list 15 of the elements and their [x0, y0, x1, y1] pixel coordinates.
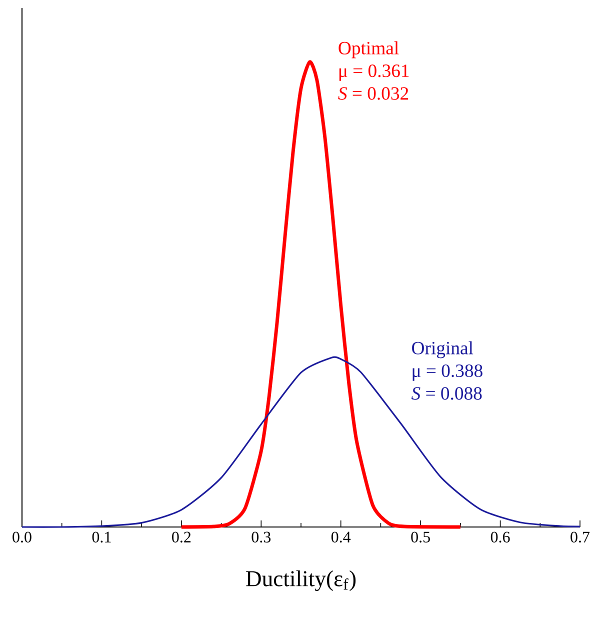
text: Original	[412, 341, 474, 358]
annotation: μ = 0.388	[412, 364, 482, 381]
x-tick-label: 0.7	[570, 532, 590, 543]
annotation: S = 0.032	[338, 87, 408, 100]
x-tick-label: 0.3	[252, 532, 271, 543]
series-label: Optimal	[338, 41, 399, 58]
x-tick-label: 0.0	[12, 532, 32, 543]
x-axis-title: Ductility(ε$_{f}$)	[246, 570, 356, 592]
x-tick-label: 0.5	[411, 532, 430, 543]
x-tick-label: 0.4	[331, 532, 351, 543]
x-tick-label: 0.2	[172, 532, 191, 543]
x-tick-label: 0.6	[490, 532, 510, 543]
x-tick-label: 0.1	[92, 532, 111, 543]
annotation: μ = 0.361	[339, 64, 409, 81]
annotation: S = 0.088	[411, 387, 482, 400]
